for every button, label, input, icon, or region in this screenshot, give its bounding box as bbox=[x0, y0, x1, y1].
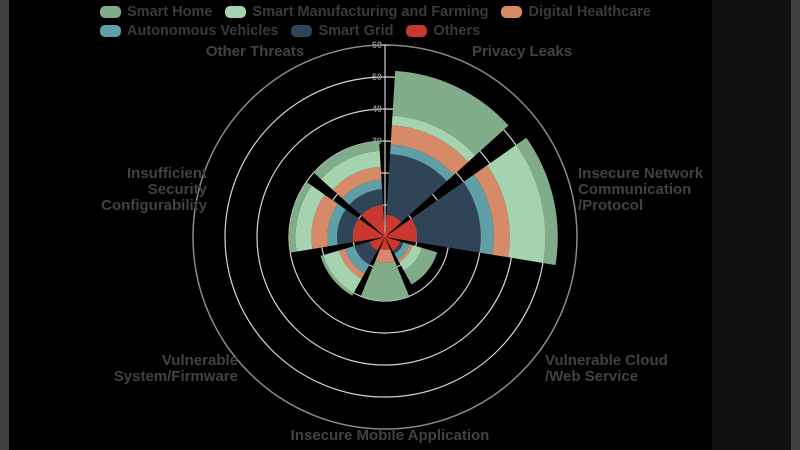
wedge-privacy-leaks-smart-home bbox=[392, 70, 509, 156]
axis-tick-label-30: 30 bbox=[372, 136, 382, 146]
wedge-other-threats-others bbox=[361, 205, 385, 237]
legend-swatch-icon bbox=[100, 24, 121, 37]
right-background-panel bbox=[712, 0, 791, 450]
category-label-privacy-leaks: Privacy Leaks bbox=[471, 43, 573, 60]
legend-swatch-icon bbox=[225, 5, 247, 18]
wedge-insecure-network-communication-protocol-smart-home bbox=[515, 137, 558, 266]
wedge-other-threats-smart-manufacturing-and-farming bbox=[320, 150, 381, 190]
legend-label: Others bbox=[433, 22, 481, 39]
category-label-other-threats: Other Threats bbox=[205, 43, 305, 60]
wedge-vulnerable-cloud-web-service-smart-home bbox=[403, 247, 438, 285]
wedge-privacy-leaks-smart-grid bbox=[386, 153, 447, 222]
axis-tick-label-60: 60 bbox=[372, 40, 382, 50]
wedge-privacy-leaks-autonomous-vehicles bbox=[390, 144, 454, 182]
category-label-vulnerable-system-firmware: Vulnerable System/Firmware bbox=[113, 352, 238, 385]
wedge-insecure-network-communication-protocol-smart-manufacturing-and-farming bbox=[487, 145, 545, 264]
wedge-insufficient-security-configurability-smart-home bbox=[289, 181, 312, 253]
legend-label: Digital Healthcare bbox=[528, 3, 651, 20]
wedge-insecure-mobile-application-digital-healthcare bbox=[375, 248, 395, 263]
legend-item-smart-manufacturing-and-farming: Smart Manufacturing and Farming bbox=[225, 4, 488, 20]
legend-label: Smart Manufacturing and Farming bbox=[252, 3, 489, 20]
legend-item-smart-grid: Smart Grid bbox=[291, 23, 393, 39]
wedge-insecure-mobile-application-smart-home bbox=[360, 260, 410, 302]
legend-swatch-icon bbox=[100, 5, 121, 18]
wedge-privacy-leaks-others bbox=[385, 214, 402, 237]
wedge-insecure-network-communication-protocol-others bbox=[385, 218, 417, 243]
legend-item-smart-home: Smart Home bbox=[100, 4, 212, 20]
legend-label: Smart Home bbox=[127, 3, 213, 20]
wedge-insufficient-security-configurability-autonomous-vehicles bbox=[327, 203, 346, 247]
wedge-insufficient-security-configurability-digital-healthcare bbox=[311, 194, 338, 249]
wedge-other-threats-smart-grid bbox=[349, 189, 384, 216]
axis-tick-label-50: 50 bbox=[372, 72, 382, 82]
wedge-other-threats-digital-healthcare bbox=[332, 166, 382, 199]
wedge-insecure-network-communication-protocol-autonomous-vehicles bbox=[463, 174, 494, 255]
category-label-insecure-mobile-application: Insecure Mobile Application bbox=[290, 427, 490, 444]
wedge-vulnerable-system-firmware-smart-manufacturing-and-farming bbox=[323, 250, 362, 293]
wedge-vulnerable-system-firmware-others bbox=[369, 237, 385, 251]
wedge-vulnerable-cloud-web-service-autonomous-vehicles bbox=[394, 242, 410, 260]
wedge-vulnerable-system-firmware-digital-healthcare bbox=[338, 248, 365, 279]
wedge-other-threats-smart-home bbox=[313, 141, 380, 180]
wedge-vulnerable-cloud-web-service-digital-healthcare bbox=[397, 244, 413, 263]
legend-label: Autonomous Vehicles bbox=[127, 22, 279, 39]
category-label-insecure-network-communication-protocol: Insecure Network Communication /Protocol bbox=[578, 165, 704, 214]
wedge-insecure-network-communication-protocol-smart-grid bbox=[411, 181, 481, 253]
legend-label: Smart Grid bbox=[318, 22, 394, 39]
legend: Smart Home Smart Manufacturing and Farmin… bbox=[100, 2, 664, 40]
axis-tick-label-40: 40 bbox=[372, 104, 382, 114]
wedge-vulnerable-system-firmware-smart-home bbox=[320, 255, 354, 296]
wedge-privacy-leaks-smart-manufacturing-and-farming bbox=[391, 115, 476, 162]
wedge-insecure-network-communication-protocol-digital-healthcare bbox=[474, 165, 510, 258]
category-label-vulnerable-cloud-web-service: Vulnerable Cloud /Web Service bbox=[545, 352, 668, 385]
category-label-insufficient-security-configurability: Insufficient Security Configurability bbox=[101, 165, 207, 214]
right-edge-bar bbox=[791, 0, 800, 450]
wedge-insufficient-security-configurability-others bbox=[353, 218, 385, 243]
legend-swatch-icon bbox=[406, 24, 428, 37]
legend-item-others: Others bbox=[406, 23, 480, 39]
legend-swatch-icon bbox=[291, 24, 313, 37]
wedge-insufficient-security-configurability-smart-manufacturing-and-farming bbox=[295, 185, 325, 252]
wedge-vulnerable-cloud-web-service-smart-grid bbox=[392, 241, 404, 254]
wedge-other-threats-autonomous-vehicles bbox=[342, 179, 383, 205]
left-edge-bar bbox=[0, 0, 9, 450]
legend-row-1: Smart Home Smart Manufacturing and Farmin… bbox=[100, 2, 664, 21]
wedge-vulnerable-system-firmware-smart-grid bbox=[354, 241, 378, 265]
wedge-insufficient-security-configurability-smart-grid bbox=[337, 209, 359, 245]
wedge-insecure-mobile-application-others bbox=[380, 237, 390, 250]
wedge-vulnerable-system-firmware-autonomous-vehicles bbox=[345, 246, 370, 274]
wedge-vulnerable-cloud-web-service-smart-manufacturing-and-farming bbox=[399, 245, 422, 271]
legend-item-digital-healthcare: Digital Healthcare bbox=[501, 4, 651, 20]
wedge-vulnerable-cloud-web-service-others bbox=[385, 237, 401, 251]
legend-row-2: Autonomous Vehicles Smart Grid Others bbox=[100, 21, 664, 40]
legend-swatch-icon bbox=[501, 5, 523, 18]
wedge-privacy-leaks-digital-healthcare bbox=[390, 125, 469, 175]
legend-item-autonomous-vehicles: Autonomous Vehicles bbox=[100, 23, 278, 39]
